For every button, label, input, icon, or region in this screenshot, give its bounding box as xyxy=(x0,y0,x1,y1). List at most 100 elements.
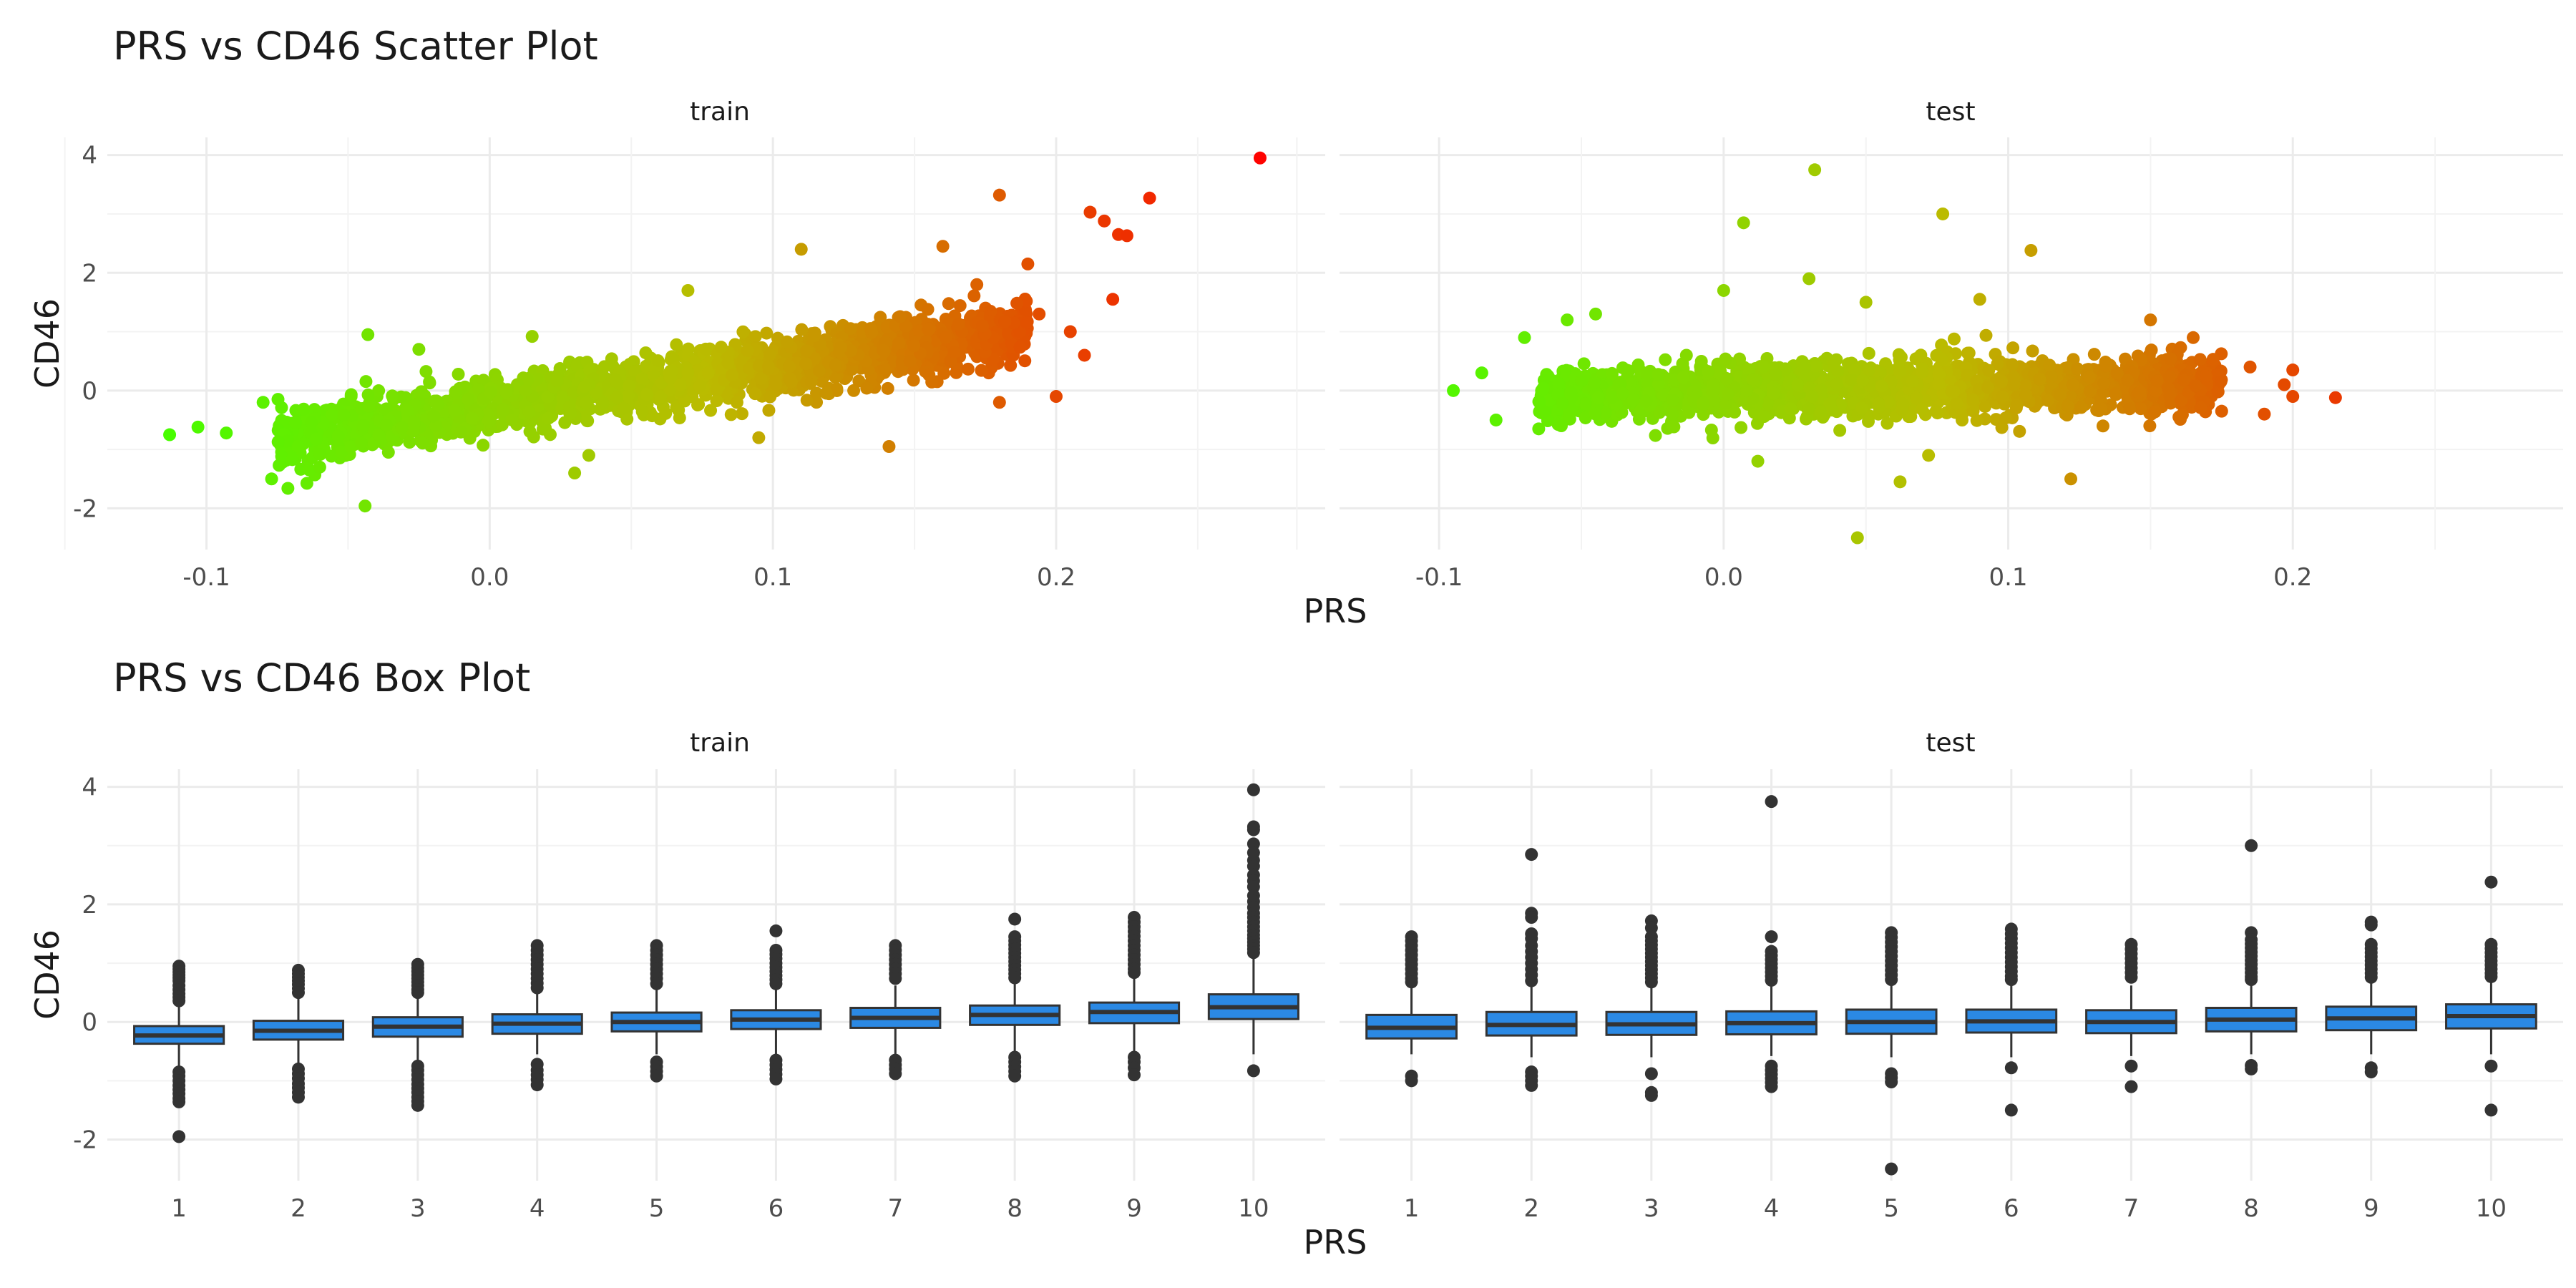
data-point xyxy=(1995,375,2009,389)
data-point xyxy=(635,372,649,386)
data-point xyxy=(907,339,921,353)
data-point xyxy=(1751,454,1765,468)
data-point xyxy=(736,325,750,338)
data-point xyxy=(1814,405,1828,419)
data-point xyxy=(2044,370,2058,384)
box-outlier xyxy=(1765,1080,1778,1093)
data-point xyxy=(922,323,935,336)
data-point xyxy=(2172,410,2186,424)
data-point xyxy=(711,382,724,396)
data-point xyxy=(2187,331,2200,344)
data-point xyxy=(907,374,920,387)
data-point xyxy=(1802,402,1816,416)
data-point xyxy=(1666,407,1679,421)
box-outlier xyxy=(1405,1074,1418,1088)
data-point xyxy=(936,240,950,253)
box-outlier xyxy=(172,1095,186,1108)
box-outlier xyxy=(2004,973,2018,987)
data-point xyxy=(1616,387,1629,401)
data-point xyxy=(344,440,358,454)
data-point xyxy=(1719,372,1733,386)
x-tick-label: 7 xyxy=(2124,1194,2140,1223)
data-point xyxy=(1893,475,1907,489)
box-panel-strip-test: test xyxy=(1926,728,1975,758)
data-point xyxy=(620,412,634,426)
data-point xyxy=(256,396,270,409)
box-outlier xyxy=(2484,875,2498,889)
box-outlier xyxy=(291,986,305,1000)
data-point xyxy=(401,403,414,416)
data-point xyxy=(291,440,305,454)
box-outlier xyxy=(1246,880,1260,894)
data-point xyxy=(1447,384,1460,397)
data-point xyxy=(829,358,842,372)
data-point xyxy=(2206,353,2220,366)
data-point xyxy=(1049,390,1063,404)
data-point xyxy=(2097,376,2111,390)
data-point xyxy=(741,344,754,358)
data-point xyxy=(361,388,375,401)
y-tick-label: 2 xyxy=(82,891,97,919)
data-point xyxy=(2083,384,2097,398)
data-point xyxy=(1666,393,1679,406)
data-point xyxy=(1707,394,1721,407)
data-point xyxy=(596,396,610,410)
box-outlier xyxy=(1246,859,1260,873)
data-point xyxy=(844,322,857,336)
box-ylabel: CD46 xyxy=(28,930,67,1020)
data-point xyxy=(454,425,468,439)
box-outlier xyxy=(172,994,186,1008)
data-point xyxy=(1999,411,2012,425)
data-point xyxy=(639,359,653,373)
data-point xyxy=(379,418,393,431)
box-outlier xyxy=(2364,918,2378,932)
box-outlier xyxy=(1885,1075,1898,1088)
data-point xyxy=(1010,296,1024,310)
x-tick-label: 2 xyxy=(1523,1194,1539,1223)
y-tick-label: -2 xyxy=(73,1126,97,1155)
data-point xyxy=(220,426,233,440)
data-point xyxy=(423,375,436,389)
data-point xyxy=(304,416,318,429)
box-outlier xyxy=(291,1091,305,1104)
box-outlier xyxy=(1008,912,1022,926)
data-point xyxy=(2033,372,2046,386)
data-point xyxy=(2041,394,2055,407)
x-tick-label: 3 xyxy=(410,1194,426,1223)
box-outlier xyxy=(2004,1103,2018,1117)
data-point xyxy=(2064,472,2078,486)
data-point xyxy=(726,369,739,382)
data-point xyxy=(1679,348,1693,362)
data-point xyxy=(2194,401,2207,414)
x-tick-label: 4 xyxy=(530,1194,545,1223)
data-point xyxy=(1649,429,1662,442)
data-point xyxy=(2278,378,2291,391)
data-point xyxy=(1018,354,1032,368)
box-outlier xyxy=(1525,1078,1538,1092)
data-point xyxy=(2164,352,2177,366)
data-point xyxy=(523,425,537,439)
data-point xyxy=(699,342,713,356)
box-outlier xyxy=(1246,783,1260,796)
data-point xyxy=(1740,384,1753,398)
data-point xyxy=(1916,366,1929,379)
data-point xyxy=(681,366,695,379)
data-point xyxy=(465,411,479,425)
box-outlier xyxy=(1644,975,1658,989)
data-point xyxy=(1561,313,1574,327)
data-point xyxy=(2134,402,2147,416)
data-point xyxy=(2094,402,2108,416)
data-point xyxy=(795,323,809,336)
data-point xyxy=(2006,358,2019,371)
x-tick-label: 0.1 xyxy=(1989,563,2027,592)
data-point xyxy=(297,402,311,416)
data-point xyxy=(564,407,577,421)
data-point xyxy=(2099,356,2112,369)
data-point xyxy=(1979,400,1992,414)
x-tick-label: 6 xyxy=(2004,1194,2019,1223)
data-point xyxy=(281,482,295,495)
data-point xyxy=(800,344,814,358)
data-point xyxy=(578,380,592,394)
data-point xyxy=(416,436,429,450)
data-point xyxy=(1538,405,1551,419)
